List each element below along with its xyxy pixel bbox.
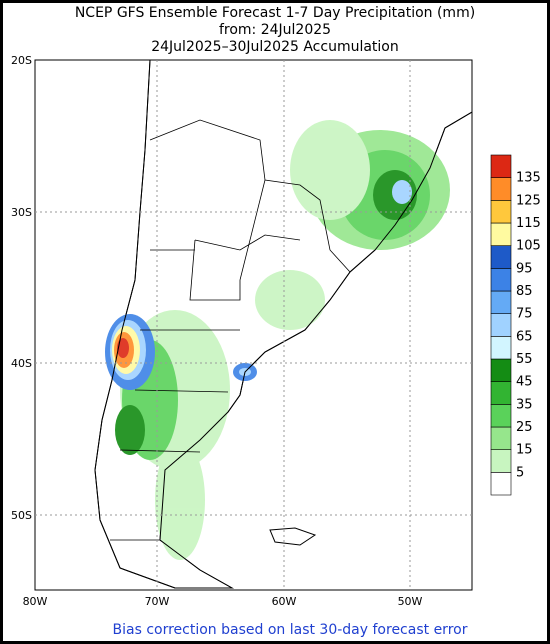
colorbar-box <box>490 336 512 360</box>
colorbar-label: 65 <box>516 329 533 344</box>
frame <box>34 59 473 591</box>
lon-label: 70W <box>145 595 170 608</box>
footer: Bias correction based on last 30-day for… <box>113 622 468 638</box>
colorbar-box <box>490 449 512 473</box>
colorbar-box <box>490 200 512 224</box>
colorbar-label: 135 <box>516 171 541 186</box>
lat-label: 20S <box>11 54 32 67</box>
colorbar-label: 95 <box>516 261 533 276</box>
colorbar-label: 105 <box>516 239 541 254</box>
borders <box>110 119 351 541</box>
map: 20S 30S 40S 50S 80W 70W 60W 50W <box>11 54 473 608</box>
colorbar-box <box>490 245 512 269</box>
lon-label: 50W <box>398 595 423 608</box>
from-date: from: 24Jul2025 <box>219 22 331 38</box>
colorbar-box <box>490 358 512 382</box>
colorbar-label: 85 <box>516 284 533 299</box>
lat-label: 50S <box>11 509 32 522</box>
colorbar-box <box>490 472 512 496</box>
colorbar-label: 5 <box>516 465 524 480</box>
colorbar-label: 35 <box>516 397 533 412</box>
colorbar-box <box>490 313 512 337</box>
title: NCEP GFS Ensemble Forecast 1-7 Day Preci… <box>75 5 475 21</box>
colorbar-label: 115 <box>516 216 541 231</box>
colorbar-label: 15 <box>516 443 533 458</box>
precipitation <box>105 120 450 560</box>
colorbar-box <box>490 290 512 314</box>
colorbar-box <box>490 426 512 450</box>
islands <box>269 527 317 546</box>
lon-label: 60W <box>272 595 297 608</box>
colorbar-label: 45 <box>516 375 533 390</box>
colorbar-box <box>490 154 512 178</box>
lon-label: 80W <box>23 595 48 608</box>
colorbar-box <box>490 268 512 292</box>
colorbar-label: 55 <box>516 352 533 367</box>
colorbar-label: 125 <box>516 193 541 208</box>
colorbar-label: 75 <box>516 307 533 322</box>
colorbar-box <box>490 222 512 246</box>
lat-label: 30S <box>11 206 32 219</box>
colorbar: 5 15 25 35 45 55 65 75 85 95 105 115 125 135 <box>490 154 541 496</box>
colorbar-label: 25 <box>516 420 533 435</box>
period: 24Jul2025–30Jul2025 Accumulation <box>151 39 399 55</box>
colorbar-box <box>490 381 512 405</box>
lat-label: 40S <box>11 357 32 370</box>
colorbar-box <box>490 177 512 201</box>
colorbar-box <box>490 404 512 428</box>
